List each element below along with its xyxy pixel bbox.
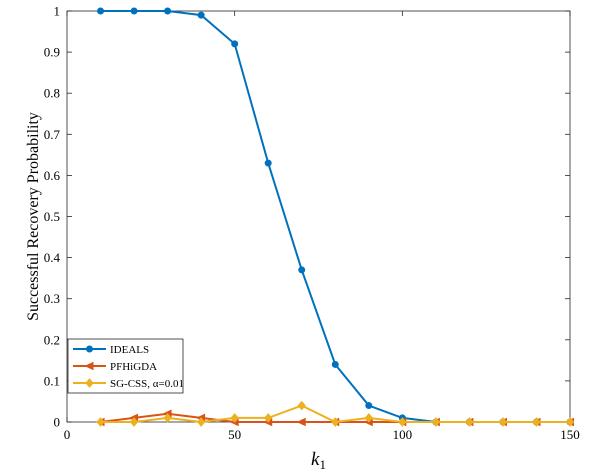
data-point [296,417,306,427]
y-tick-label: 0.3 [44,291,60,306]
y-tick-label: 0.2 [44,332,60,347]
data-point [230,413,239,423]
data-point [431,417,440,427]
x-tick-label: 0 [64,427,71,442]
legend-label: SG-CSS, α=0.01 [110,378,184,390]
x-tick-label: 50 [228,427,241,442]
legend-label: PFHiGDA [110,361,157,373]
x-tick-label: 150 [560,427,580,442]
legend-item: SG-CSS, α=0.01 [73,378,184,390]
data-point [84,361,94,371]
y-tick-label: 0.9 [44,45,60,60]
y-tick-label: 0.6 [44,168,61,183]
series-2 [96,400,575,427]
y-tick-label: 1 [54,4,61,19]
data-point [231,40,239,48]
data-point [364,413,373,423]
data-point [331,417,340,427]
data-point [465,417,474,427]
y-tick-label: 0.5 [44,209,60,224]
data-point [163,413,172,423]
axes: 0 50 100 15000.10.20.30.40.50.60.70.80.91k1… [25,4,580,470]
data-point [498,417,508,427]
data-point [86,345,93,353]
y-axis-title: Successful Recovery Probability [25,112,42,321]
data-point [96,417,105,427]
data-point [565,417,575,427]
data-point [197,417,206,427]
data-point [85,378,94,388]
data-point [130,7,138,15]
data-point [129,417,139,427]
data-point [398,417,407,427]
x-tick-label: 100 [393,427,413,442]
legend-item: PFHiGDA [73,361,157,373]
data-point [197,11,205,19]
data-point [264,159,272,167]
data-point [532,417,541,427]
x-axis-title-subscript: 1 [319,457,326,470]
data-point [264,413,273,423]
x-axis-title: k1 [311,449,326,470]
series-layer [95,7,575,427]
data-point [97,7,105,15]
data-point [331,360,339,368]
data-point [365,402,373,410]
y-tick-label: 0.4 [44,250,61,265]
y-tick-label: 0.8 [44,86,60,101]
x-axis-title-main: k [311,449,320,470]
legend-item: IDEALS [73,344,149,356]
data-point [297,400,306,411]
y-tick-label: 0 [54,415,61,430]
y-tick-label: 0.1 [44,373,60,388]
data-point [164,7,172,15]
legend: IDEALS PFHiGDA SG-CSS, α=0.01 [67,338,184,394]
data-point [298,266,306,274]
y-tick-label: 0.7 [44,127,61,142]
legend-label: IDEALS [110,344,149,356]
